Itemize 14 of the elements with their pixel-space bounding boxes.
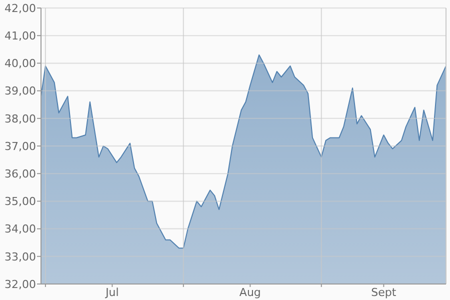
y-tick-label: 37,00 <box>4 140 36 153</box>
y-tick-label: 39,00 <box>4 84 36 98</box>
y-tick-label: 34,00 <box>4 222 36 236</box>
y-tick-label: 42,00 <box>4 2 36 15</box>
y-tick-label: 33,00 <box>4 250 36 264</box>
y-tick-label: 38,00 <box>4 112 36 126</box>
y-tick-label: 41,00 <box>4 29 36 42</box>
y-tick-label: 32,00 <box>4 278 36 291</box>
y-tick-label: 40,00 <box>4 57 36 70</box>
x-tick-label: Aug <box>239 286 261 299</box>
x-tick-label: Sept <box>371 286 397 299</box>
x-tick-label: Jul <box>104 286 119 299</box>
y-tick-label: 36,00 <box>4 167 36 180</box>
y-tick-label: 35,00 <box>4 195 36 208</box>
